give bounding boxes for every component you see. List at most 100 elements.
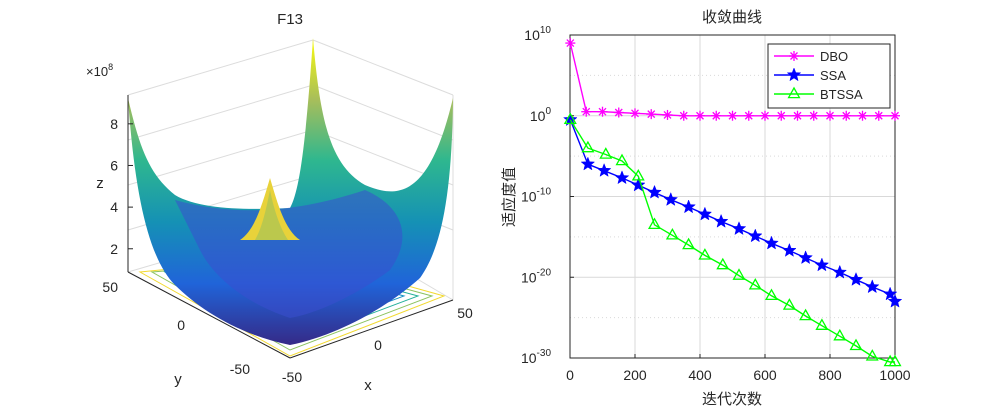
x-axis-label: x bbox=[364, 377, 372, 394]
z-ticks: 2 4 6 8 bbox=[110, 116, 133, 257]
data-point-ssa bbox=[832, 264, 848, 279]
convergence-panel: 收敛曲线 1010 100 10-10 10-20 10-30 0 200 400 600 80… bbox=[500, 8, 911, 408]
surface-panel: F13 bbox=[86, 11, 473, 394]
data-point-btssa bbox=[647, 217, 662, 230]
x-axis-ticks: 0 200 400 600 800 1000 bbox=[566, 354, 911, 383]
data-point-dbo bbox=[743, 110, 754, 121]
series-ssa bbox=[563, 112, 903, 308]
data-point-dbo bbox=[630, 108, 640, 119]
data-point-ssa bbox=[882, 286, 898, 301]
legend-label: DBO bbox=[820, 49, 848, 64]
legend-label: BTSSA bbox=[820, 87, 863, 102]
x-axis bbox=[289, 299, 454, 359]
data-point-ssa bbox=[764, 235, 779, 250]
data-point-ssa bbox=[697, 206, 713, 221]
data-point-dbo bbox=[792, 110, 803, 121]
legend-item-ssa: SSA bbox=[774, 67, 846, 83]
z-tick-label: 2 bbox=[110, 241, 118, 257]
series-btssa bbox=[563, 112, 902, 367]
convergence-x-label: 迭代次数 bbox=[702, 390, 762, 408]
legend-marker-ssa bbox=[786, 67, 802, 82]
data-point-btssa bbox=[631, 168, 645, 181]
data-point-ssa bbox=[798, 250, 813, 265]
data-point-btssa bbox=[799, 308, 813, 321]
data-point-dbo bbox=[597, 106, 608, 117]
y-axis bbox=[127, 271, 291, 359]
y-tick-label: 0 bbox=[177, 317, 185, 333]
data-point-dbo bbox=[727, 110, 738, 121]
z-axis-label: z bbox=[96, 175, 104, 192]
legend-marker-btssa bbox=[787, 86, 801, 99]
data-point-dbo bbox=[613, 107, 624, 118]
series-layer bbox=[563, 38, 903, 367]
data-point-ssa bbox=[713, 213, 729, 228]
data-point-btssa bbox=[698, 248, 712, 260]
data-point-dbo bbox=[581, 106, 592, 117]
data-point-dbo bbox=[808, 110, 819, 121]
y-tick-label: -50 bbox=[230, 361, 250, 377]
x-tick-label: 400 bbox=[688, 367, 712, 383]
data-point-ssa bbox=[596, 163, 612, 177]
x-tick-label: 0 bbox=[374, 337, 382, 353]
data-point-dbo bbox=[857, 110, 868, 121]
surface-inner-shadow bbox=[175, 190, 403, 318]
data-point-ssa bbox=[782, 242, 797, 257]
data-point-dbo bbox=[565, 38, 576, 49]
surface-center-spike-shade bbox=[255, 190, 288, 240]
y-axis-ticks: 1010 100 10-10 10-20 10-30 bbox=[521, 25, 574, 366]
convergence-title: 收敛曲线 bbox=[702, 8, 762, 26]
data-point-ssa bbox=[630, 177, 646, 192]
data-point-ssa bbox=[814, 257, 830, 272]
data-point-btssa bbox=[833, 328, 847, 341]
z-multiplier: ×108 bbox=[86, 62, 113, 79]
data-point-btssa bbox=[615, 153, 629, 166]
data-point-dbo bbox=[695, 110, 705, 121]
x-tick-label: 600 bbox=[753, 367, 777, 383]
x-tick-label: 1000 bbox=[879, 367, 910, 383]
x-tick-label: -50 bbox=[282, 369, 302, 385]
data-point-dbo bbox=[873, 110, 884, 121]
data-point-dbo bbox=[760, 110, 770, 121]
data-point-btssa bbox=[732, 268, 746, 280]
y-tick-label: 10-30 bbox=[521, 348, 551, 366]
legend: DBO SSA BTSSA bbox=[767, 43, 891, 109]
convergence-y-label: 适应度值 bbox=[500, 167, 518, 227]
z-tick-label: 6 bbox=[110, 157, 118, 173]
x-tick-label: 0 bbox=[566, 367, 574, 383]
series-line-ssa bbox=[569, 119, 896, 302]
data-point-btssa bbox=[764, 288, 779, 301]
data-point-btssa bbox=[665, 227, 679, 240]
data-point-dbo bbox=[711, 110, 722, 121]
y-axis-label: y bbox=[174, 371, 182, 388]
data-point-dbo bbox=[776, 110, 787, 121]
data-point-btssa bbox=[815, 318, 829, 330]
x-tick-label: 800 bbox=[818, 367, 842, 383]
data-point-dbo bbox=[678, 110, 689, 121]
data-point-ssa bbox=[614, 170, 630, 185]
data-point-ssa bbox=[681, 199, 696, 214]
data-point-dbo bbox=[890, 110, 900, 121]
x-ticks: -50 0 50 bbox=[282, 305, 473, 385]
legend-item-btssa: BTSSA bbox=[774, 86, 863, 102]
data-point-btssa bbox=[563, 112, 577, 125]
y-tick-label: 1010 bbox=[524, 25, 551, 43]
data-point-ssa bbox=[647, 184, 662, 199]
data-point-btssa bbox=[599, 147, 613, 159]
data-point-btssa bbox=[849, 338, 863, 351]
data-point-dbo bbox=[841, 110, 852, 121]
z-tick-label: 4 bbox=[110, 199, 118, 215]
series-dbo bbox=[565, 38, 900, 121]
legend-item-dbo: DBO bbox=[774, 49, 848, 64]
data-point-btssa bbox=[865, 349, 879, 361]
data-point-btssa bbox=[748, 277, 762, 290]
legend-label: SSA bbox=[820, 68, 846, 83]
data-point-ssa bbox=[848, 272, 864, 286]
data-point-ssa bbox=[580, 156, 596, 171]
y-ticks: 50 0 -50 bbox=[102, 279, 250, 377]
data-point-dbo bbox=[662, 109, 673, 120]
data-point-dbo bbox=[825, 110, 835, 121]
legend-marker-dbo bbox=[789, 51, 799, 61]
data-point-ssa bbox=[887, 293, 903, 308]
series-line-btssa bbox=[569, 119, 895, 363]
data-point-btssa bbox=[716, 257, 730, 270]
